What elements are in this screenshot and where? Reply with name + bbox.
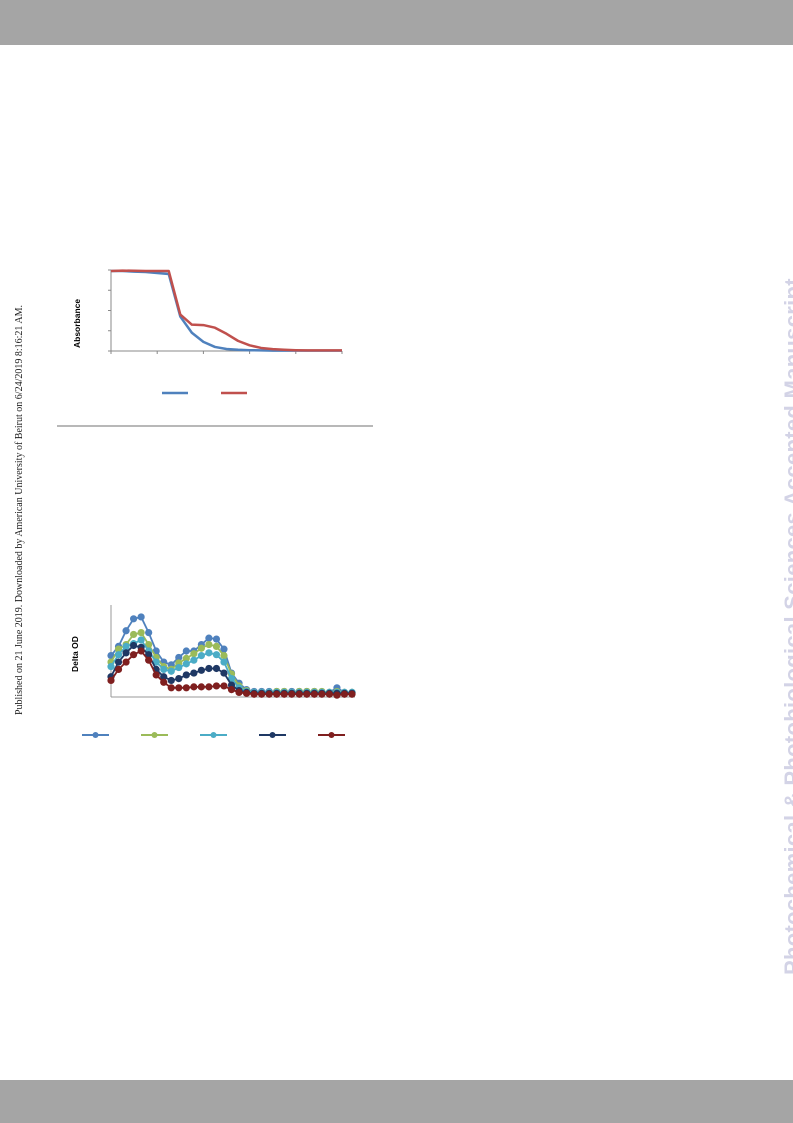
data-point [212,651,221,659]
data-point [318,690,326,698]
data-point [212,635,221,643]
data-point [129,651,138,659]
data-point [129,615,138,623]
data-point [212,682,221,690]
data-point [137,647,145,655]
data-point [197,683,205,691]
data-point [235,688,243,697]
absorbance-chart [108,269,343,395]
data-point [145,651,153,659]
data-point [167,676,175,685]
data-point [107,676,115,685]
data-point [175,653,183,662]
data-point [145,656,153,664]
data-point [122,627,130,635]
legend-marker-2 [151,732,158,738]
data-point [114,658,123,666]
data-point [333,691,341,699]
data-point [197,652,205,660]
data-point [205,664,213,673]
data-point [205,634,213,642]
data-point [114,645,123,653]
header-bar [0,0,793,45]
data-point [137,636,145,644]
legend-marker-3 [210,732,217,738]
series-line-1 [111,269,342,352]
data-point [145,629,153,637]
data-point [160,678,168,686]
data-point [220,652,228,660]
series-line-2 [110,269,342,352]
data-point [295,690,303,698]
data-point [250,690,258,698]
data-point [114,665,123,674]
data-point [212,642,221,651]
data-point [160,665,168,674]
data-point [182,660,190,668]
data-point [182,671,190,679]
legend-marker-5 [328,732,335,738]
data-point [197,644,205,652]
data-point [122,642,130,651]
data-point [190,683,198,691]
data-point [220,658,228,666]
data-point [167,684,175,692]
data-point [205,640,213,649]
data-point [182,654,190,662]
data-point [340,690,349,698]
data-point [190,656,198,664]
data-point [152,658,160,666]
data-point [152,671,160,679]
data-point [220,645,228,653]
data-point [212,664,221,673]
data-point [137,613,145,621]
data-point [122,649,130,657]
data-point [122,658,130,666]
data-point [227,686,236,694]
data-point [197,666,205,674]
data-point [182,647,190,655]
legend-marker-4 [269,732,276,738]
data-point [160,673,168,681]
data-point [242,689,251,697]
data-point [280,690,288,698]
data-point [303,690,311,698]
data-point [145,640,153,649]
data-point [220,669,228,677]
data-point [137,629,145,637]
footer-bar [0,1080,793,1123]
data-point [273,690,281,698]
data-point [220,682,228,690]
data-point [190,669,198,677]
data-point [175,675,183,683]
data-point [107,663,115,671]
legend-marker-1 [92,732,99,738]
data-point [129,630,138,639]
data-point [310,690,318,698]
data-point [175,663,183,672]
data-point [227,675,236,683]
data-point [190,650,198,658]
data-point [348,690,356,698]
data-point [265,690,273,698]
data-point [129,641,138,650]
data-point [325,690,334,698]
data-point [175,684,183,692]
data-point [205,683,213,691]
data-point [114,651,123,659]
data-point [258,690,266,698]
data-point [182,684,190,692]
data-point [205,649,213,657]
data-point [167,667,175,675]
data-point [288,690,296,698]
delta-od-chart [82,605,356,738]
